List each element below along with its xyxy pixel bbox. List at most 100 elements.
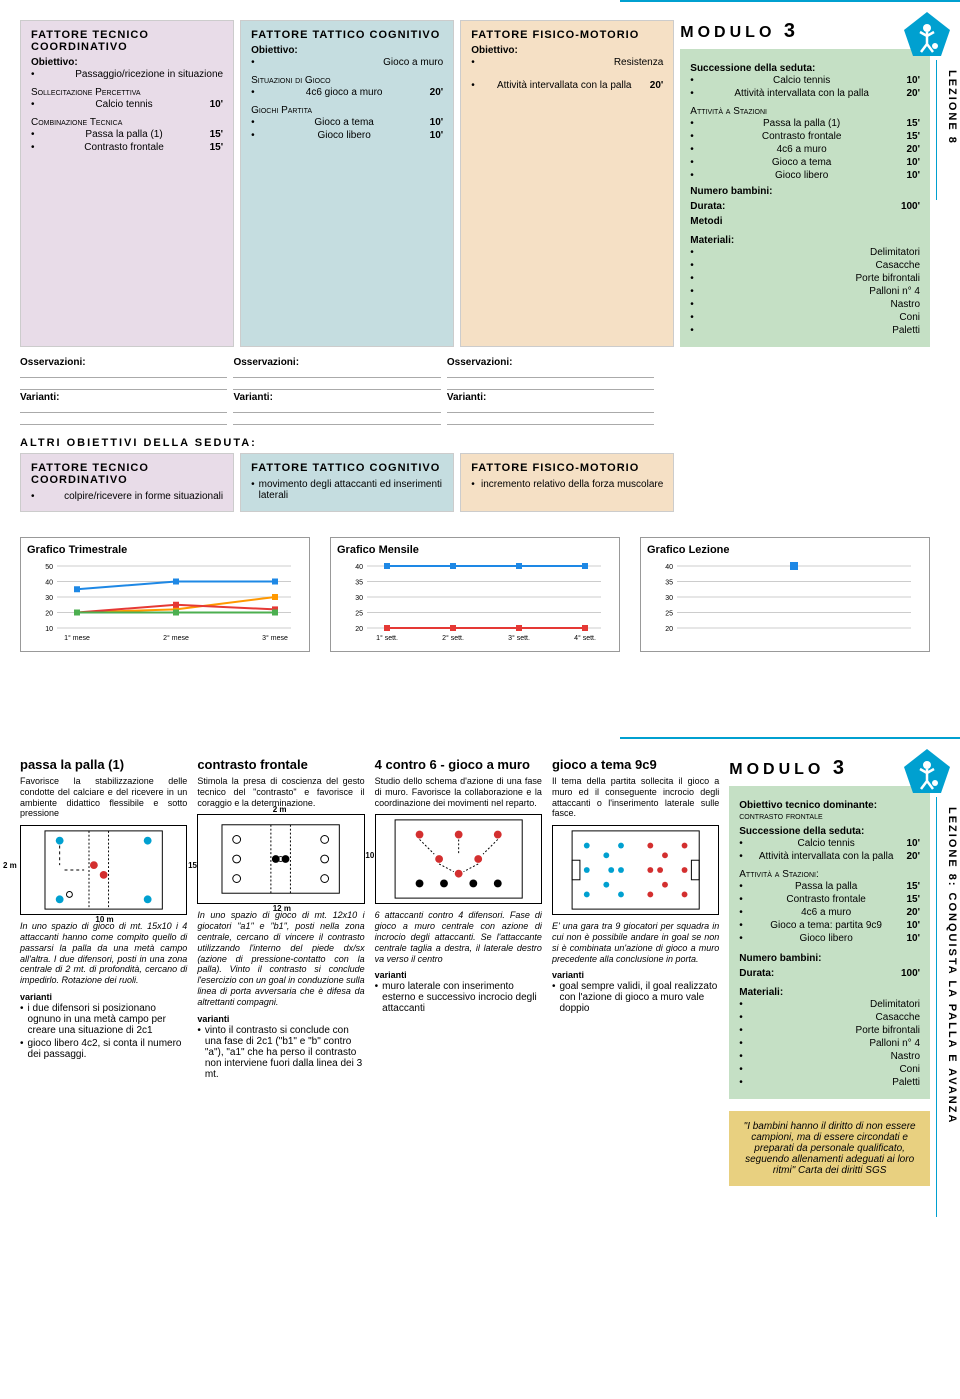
desc: E' una gara tra 9 giocatori per squadra … — [552, 921, 719, 964]
green-box-2: Obiettivo tecnico dominante: contrasto f… — [729, 786, 930, 1099]
drill-2: contrasto frontale Stimola la presa di c… — [197, 757, 364, 1186]
att-label: Attività a Stazioni — [690, 106, 920, 117]
chart-mens-svg: 40353025201° sett.2° sett.3° sett.4° set… — [337, 562, 613, 642]
dl: Durata: — [739, 968, 774, 979]
vars: vinto il contrasto si conclude con una f… — [197, 1024, 364, 1081]
att-list: Passa la palla (1)15'Contrasto frontale1… — [690, 117, 920, 182]
altri-title: Altri obiettivi della seduta: — [20, 437, 930, 449]
t: Osservazioni: — [447, 357, 654, 368]
i: Gioco a tema10' — [251, 116, 443, 129]
title-tattico: Fattore Tattico Cognitivo — [251, 29, 443, 41]
d: 2 m — [273, 805, 287, 814]
dl: Durata: — [690, 201, 725, 212]
card-fisico: Fattore Fisico-Motorio Obiettivo: Resist… — [460, 20, 674, 347]
v: Varianti: — [20, 392, 227, 403]
vl: varianti — [552, 970, 719, 980]
top-accent — [620, 0, 960, 2]
dv: 100' — [901, 968, 920, 979]
desc: In uno spazio di gioco di mt. 15x10 i 4 … — [20, 921, 187, 986]
svg-text:40: 40 — [45, 580, 53, 587]
l: Gioco a tema — [314, 117, 373, 128]
t: Fattore Tecnico Coordinativo — [31, 462, 223, 486]
drill-3: 4 contro 6 - gioco a muro Studio dello s… — [375, 757, 542, 1186]
i: Attività intervallata con la palla 20' — [471, 79, 663, 92]
mat-list: DelimitatoriCasacchePorte bifrontaliPall… — [690, 246, 920, 337]
d: 2 m — [3, 861, 17, 870]
items2: Passa la palla (1)15' Contrasto frontale… — [31, 128, 223, 154]
svg-text:1° sett.: 1° sett. — [376, 634, 398, 642]
diagram-4 — [552, 825, 719, 915]
durata-row: Durata: 100' — [690, 197, 920, 212]
t: Fattore Tattico Cognitivo — [251, 462, 443, 474]
succ-list: Calcio tennis10'Attività intervallata co… — [690, 74, 920, 100]
intro: Il tema della partita sollecita il gioco… — [552, 776, 719, 819]
svg-text:50: 50 — [45, 564, 53, 571]
mn: 3 — [833, 757, 848, 779]
vl: varianti — [197, 1014, 364, 1024]
card-tecnico: Fattore Tecnico Coordinativo Obiettivo: … — [20, 20, 234, 347]
intro: Favorisce la stabilizzazione delle condo… — [20, 776, 187, 819]
t: passa la palla (1) — [20, 757, 187, 772]
succ-label: Successione della seduta: — [690, 63, 920, 74]
top-accent-2 — [620, 737, 960, 739]
chart-lez: Grafico Lezione 4035302520 — [640, 537, 930, 652]
dv: 100' — [901, 201, 920, 212]
chart-trim: Grafico Trimestrale 50403020101° mese2° … — [20, 537, 310, 652]
side-tab-1: Lezione 8 — [936, 60, 960, 200]
altri-row: Fattore Tecnico Coordinativocolpire/rice… — [20, 453, 930, 512]
desc: In uno spazio di gioco di mt. 12x10 i gi… — [197, 910, 364, 1007]
t: Osservazioni: — [233, 357, 440, 368]
metodi: Metodi — [690, 216, 920, 227]
chart-lez-svg: 4035302520 — [647, 562, 923, 642]
ov: contrasto frontale — [739, 811, 920, 822]
svg-text:3° mese: 3° mese — [262, 634, 288, 642]
obs-row: Osservazioni:Varianti: Osservazioni:Vari… — [20, 351, 930, 427]
sec1: Sollecitazione Percettiva — [31, 87, 223, 98]
obs-2: Osservazioni:Varianti: — [233, 357, 440, 427]
modulo-header-2: modulo 3 — [729, 757, 930, 780]
t: 4 contro 6 - gioco a muro — [375, 757, 542, 772]
svg-text:3° sett.: 3° sett. — [508, 634, 530, 642]
sec2: Combinazione Tecnica — [31, 117, 223, 128]
modulo-col: modulo 3 Successione della seduta: Calci… — [680, 20, 930, 347]
b: Numero bambini: — [739, 953, 920, 964]
svg-text:20: 20 — [45, 611, 53, 618]
i: Gioco libero 10' — [251, 129, 443, 142]
w: 12 m — [273, 904, 291, 913]
d: 10' — [210, 99, 224, 110]
t: Fattore Fisico-Motorio — [471, 462, 663, 474]
page-bottom: Lezione 8: conquista la palla e avanza p… — [0, 737, 960, 1206]
mat-list-2: DelimitatoriCasacchePorte bifrontaliPall… — [739, 998, 920, 1089]
obs-3: Osservazioni:Varianti: — [447, 357, 654, 427]
drill-4: gioco a tema 9c9 Il tema della partita s… — [552, 757, 719, 1186]
obj: Resistenza — [471, 56, 663, 69]
obj-label: Obiettivo: — [471, 45, 663, 56]
altri-tecnico: Fattore Tecnico Coordinativocolpire/rice… — [20, 453, 234, 512]
tx: incremento relativo della forza muscolar… — [481, 479, 663, 490]
t: Gioco a muro — [383, 57, 443, 68]
vl: varianti — [20, 992, 187, 1002]
vars: i due difensori si posizionano ognuno in… — [20, 1002, 187, 1061]
desc: 6 attaccanti contro 4 difensori. Fase di… — [375, 910, 542, 964]
t: Grafico Trimestrale — [27, 544, 303, 556]
i: 4c6 gioco a muro20' — [251, 86, 443, 99]
diagram-3 — [375, 814, 542, 904]
l: Passa la palla (1) — [85, 129, 162, 140]
l: Attività intervallata con la palla — [497, 80, 632, 91]
sl: Successione della seduta: — [739, 826, 920, 837]
t: contrasto frontale — [197, 757, 364, 772]
t: Passaggio/ricezione in situazione — [75, 69, 223, 80]
bambini: Numero bambini: — [690, 186, 920, 197]
vars: goal sempre validi, il goal realizzato c… — [552, 980, 719, 1015]
side-tab-2: Lezione 8: conquista la palla e avanza — [936, 797, 960, 1217]
l: Gioco libero — [317, 130, 370, 141]
t: gioco a tema 9c9 — [552, 757, 719, 772]
card-tattico: Fattore Tattico Cognitivo Obiettivo: Gio… — [240, 20, 454, 347]
d: 20' — [650, 80, 664, 91]
obj-text: Passaggio/ricezione in situazione — [31, 68, 223, 81]
svg-text:20: 20 — [355, 626, 363, 633]
svg-text:2° sett.: 2° sett. — [442, 634, 464, 642]
d: 10' — [430, 130, 444, 141]
chart-mens: Grafico Mensile 40353025201° sett.2° set… — [330, 537, 620, 652]
ml: modulo — [729, 761, 824, 778]
